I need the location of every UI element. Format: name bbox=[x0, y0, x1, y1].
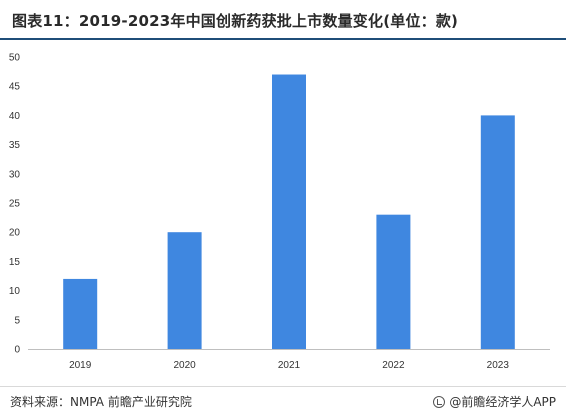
y-tick-label: 45 bbox=[9, 82, 21, 93]
y-tick-label: 50 bbox=[9, 53, 21, 64]
y-tick-label: 0 bbox=[14, 345, 20, 356]
bar-2020 bbox=[167, 232, 202, 349]
y-tick-label: 5 bbox=[14, 315, 20, 326]
y-axis: 0 5 10 15 20 25 30 35 40 45 50 bbox=[9, 53, 21, 356]
y-tick-label: 25 bbox=[9, 199, 21, 210]
bars bbox=[63, 74, 515, 350]
footer-divider bbox=[0, 386, 566, 387]
x-tick-label: 2020 bbox=[173, 360, 196, 371]
y-tick-label: 10 bbox=[9, 286, 21, 297]
y-tick-label: 35 bbox=[9, 140, 21, 151]
brand-label: @前瞻经济学人APP bbox=[449, 395, 556, 409]
bar-chart: 0 5 10 15 20 25 30 35 40 45 50 2019 2020 2021 2022 202… bbox=[9, 53, 550, 371]
chart-title: 图表11：2019-2023年中国创新药获批上市数量变化(单位：款) bbox=[12, 12, 459, 30]
title-underline bbox=[0, 38, 566, 40]
brand-logo-icon bbox=[433, 395, 446, 408]
y-tick-label: 15 bbox=[9, 257, 21, 268]
x-axis: 2019 2020 2021 2022 2023 bbox=[28, 349, 550, 371]
bar-2023 bbox=[480, 115, 515, 350]
x-tick-label: 2022 bbox=[382, 360, 405, 371]
brand-credit: @前瞻经济学人APP bbox=[433, 393, 556, 410]
y-tick-label: 30 bbox=[9, 169, 21, 180]
y-tick-label: 40 bbox=[9, 111, 21, 122]
y-tick-label: 20 bbox=[9, 228, 21, 239]
x-tick-label: 2021 bbox=[278, 360, 301, 371]
bar-2021 bbox=[272, 74, 306, 349]
source-note: 资料来源：NMPA 前瞻产业研究院 bbox=[10, 395, 192, 409]
x-tick-label: 2019 bbox=[69, 360, 92, 371]
bar-2019 bbox=[63, 278, 98, 349]
title-bar: 图表11：2019-2023年中国创新药获批上市数量变化(单位：款) bbox=[0, 0, 566, 40]
x-tick-label: 2023 bbox=[487, 360, 510, 371]
bar-2022 bbox=[376, 214, 411, 349]
